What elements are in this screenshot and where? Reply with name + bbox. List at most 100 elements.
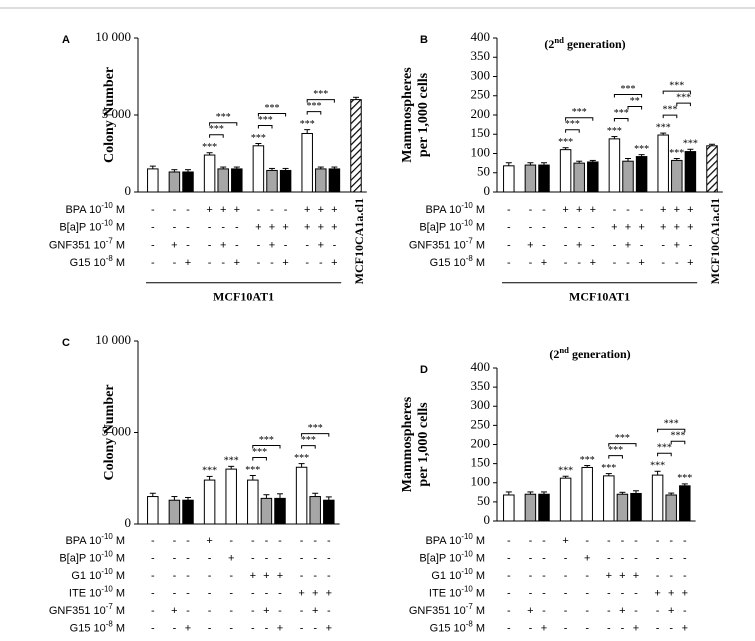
treatment-mark: -: [577, 222, 581, 234]
bar: [603, 475, 615, 522]
row-label-sup: -8: [106, 254, 114, 263]
row-label: B[a]P 10-10 M: [59, 550, 125, 565]
row-label-text: M: [473, 257, 485, 269]
bar: [203, 154, 216, 193]
treatment-mark: -: [300, 535, 304, 547]
bracket: [209, 122, 238, 126]
row-label-text: M: [473, 535, 485, 547]
treatment-mark: +: [206, 535, 212, 547]
bracket: [252, 445, 281, 449]
treatment-mark: -: [669, 535, 673, 547]
row-label: ITE 10-10 M: [429, 585, 485, 600]
treatment-mark: -: [656, 535, 660, 547]
significance: ***: [601, 463, 616, 474]
treatment-mark: +: [633, 622, 639, 634]
bar: [147, 168, 159, 193]
treatment-mark: -: [585, 535, 589, 547]
significance: ***: [558, 466, 573, 477]
treatment-mark: -: [675, 257, 679, 269]
treatment-mark: -: [564, 222, 568, 234]
bracket-label: ***: [216, 112, 231, 123]
treatment-mark: -: [305, 239, 309, 251]
y-tick-label: 200: [471, 435, 491, 450]
treatment-mark: +: [326, 587, 332, 599]
y-tick-label: 50: [477, 164, 490, 179]
treatment-mark: -: [229, 570, 233, 582]
treatment-mark: -: [529, 570, 533, 582]
treatment-mark: -: [186, 222, 190, 234]
bracket: [662, 90, 691, 95]
treatment-mark: -: [278, 535, 282, 547]
row-label: BPA 10-10 M: [65, 201, 125, 216]
bracket-label: ***: [664, 419, 679, 430]
treatment-mark: -: [591, 239, 595, 251]
row-label-text: G15 10: [430, 622, 466, 634]
bracket-label: ***: [301, 435, 316, 446]
treatment-mark: -: [607, 587, 611, 599]
bar: [247, 479, 259, 525]
treatment-mark: +: [674, 239, 680, 251]
treatment-mark: -: [229, 535, 233, 547]
row-label-sup: -10: [101, 201, 113, 210]
row-label-text: BPA 10: [65, 204, 101, 216]
treatment-mark: +: [304, 204, 310, 216]
treatment-mark: -: [319, 257, 323, 269]
treatment-mark: -: [507, 552, 511, 564]
treatment-mark: +: [590, 257, 596, 269]
treatment-mark: +: [269, 222, 275, 234]
treatment-mark: +: [606, 570, 612, 582]
bar: [679, 485, 691, 522]
treatment-mark: +: [633, 570, 639, 582]
treatment-mark: -: [265, 535, 269, 547]
y-axis-label: Mammospheres: [400, 396, 415, 492]
bracket-label: ***: [252, 447, 267, 458]
treatment-mark: +: [326, 622, 332, 634]
bar: [630, 492, 642, 522]
row-label: BPA 10-10 M: [425, 201, 485, 216]
treatment-mark: -: [257, 239, 261, 251]
treatment-mark: -: [564, 257, 568, 269]
bar: [231, 168, 243, 193]
row-label-sup: -8: [466, 620, 474, 629]
bracket-label: ***: [676, 92, 691, 103]
treatment-mark: -: [542, 587, 546, 599]
row-label-text: ITE 10: [429, 587, 461, 599]
row-label: G1 10-10 M: [71, 567, 125, 582]
treatment-mark: -: [173, 204, 177, 216]
treatment-mark: -: [529, 222, 533, 234]
bar: [168, 499, 181, 525]
bracket: [565, 117, 594, 121]
treatment-mark: -: [208, 257, 212, 269]
treatment-mark: -: [186, 552, 190, 564]
treatment-mark: +: [527, 605, 533, 617]
bracket: [670, 440, 686, 445]
row-label: G15 10-8 M: [70, 254, 125, 269]
treatment-mark: -: [542, 605, 546, 617]
treatment-mark: +: [331, 257, 337, 269]
treatment-mark: +: [668, 605, 674, 617]
treatment-mark: -: [173, 257, 177, 269]
bracket: [301, 445, 316, 449]
treatment-mark: -: [529, 535, 533, 547]
treatment-mark: +: [674, 204, 680, 216]
treatment-mark: +: [527, 239, 533, 251]
bar: [252, 145, 265, 193]
treatment-mark: -: [208, 587, 212, 599]
treatment-mark: -: [327, 552, 331, 564]
row-label-sup: -7: [106, 602, 113, 611]
bracket: [209, 134, 224, 138]
treatment-mark: +: [576, 239, 582, 251]
treatment-mark: -: [585, 622, 589, 634]
treatment-mark: -: [640, 204, 644, 216]
bar: [350, 99, 362, 193]
bracket: [657, 428, 686, 433]
bar: [279, 169, 292, 193]
treatment-mark: +: [312, 605, 318, 617]
treatment-mark: +: [220, 204, 226, 216]
row-label-text: M: [473, 204, 485, 216]
bracket: [676, 102, 691, 107]
treatment-mark: -: [507, 587, 511, 599]
bar: [315, 168, 327, 193]
row-label-text: M: [473, 552, 485, 564]
treatment-mark: -: [300, 570, 304, 582]
